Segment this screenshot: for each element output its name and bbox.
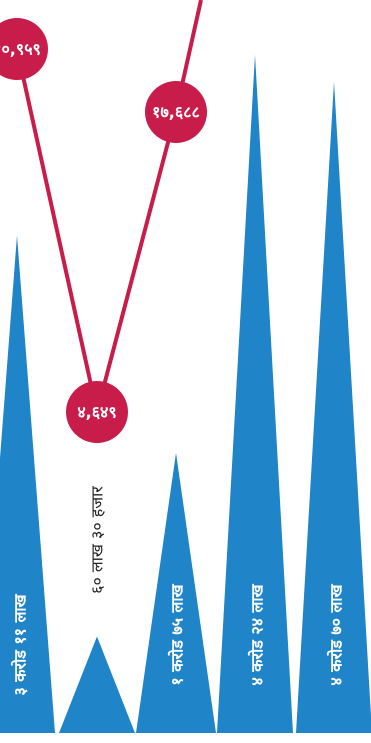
bar-5 [296, 81, 371, 733]
bar-label-2: ६० लाख ३० हजार [88, 486, 107, 594]
line-point-2 [66, 381, 128, 443]
bar-2 [59, 636, 135, 733]
line-point-3 [145, 81, 207, 143]
line-series: १०,९५९ ४,६४९ १७,६८८ [0, 0, 207, 443]
line-point-label-3: १७,६८८ [152, 103, 200, 122]
bar-series: ३ करोड ११ लाख ६० लाख ३० हजार १ करोड ७५ लाख… [0, 54, 371, 734]
line-point-1 [0, 18, 48, 80]
bar-3 [136, 453, 216, 733]
bar-4 [217, 54, 293, 734]
line-path [15, 0, 203, 413]
line-point-label-2: ४,६४९ [77, 403, 116, 422]
bar-1 [0, 235, 55, 733]
bar-label-4: ४ करोड २४ लाख [248, 583, 267, 685]
bar-label-1: ३ करोड ११ लाख [11, 593, 30, 695]
line-point-label-1: १०,९५९ [0, 40, 41, 59]
bar-label-3: १ करोड ७५ लाख [168, 583, 187, 685]
bar-label-5: ४ करोड ७० लाख [327, 583, 346, 685]
